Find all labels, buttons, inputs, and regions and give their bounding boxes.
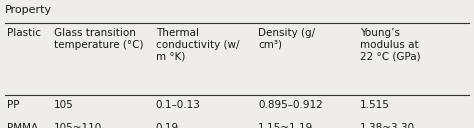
- Text: 1.38~3.30: 1.38~3.30: [360, 123, 415, 128]
- Text: PP: PP: [7, 100, 19, 110]
- Text: PMMA: PMMA: [7, 123, 38, 128]
- Text: Density (g/
cm³): Density (g/ cm³): [258, 28, 315, 50]
- Text: Young’s
modulus at
22 °C (GPa): Young’s modulus at 22 °C (GPa): [360, 28, 421, 61]
- Text: 0.895–0.912: 0.895–0.912: [258, 100, 323, 110]
- Text: 1.15~1.19: 1.15~1.19: [258, 123, 313, 128]
- Text: 105~110: 105~110: [54, 123, 102, 128]
- Text: 105: 105: [54, 100, 73, 110]
- Text: 1.515: 1.515: [360, 100, 390, 110]
- Text: 0.1–0.13: 0.1–0.13: [156, 100, 201, 110]
- Text: 0.19: 0.19: [156, 123, 179, 128]
- Text: Property: Property: [5, 5, 52, 15]
- Text: Glass transition
temperature (°C): Glass transition temperature (°C): [54, 28, 143, 50]
- Text: Thermal
conductivity (w/
m °K): Thermal conductivity (w/ m °K): [156, 28, 239, 61]
- Text: Plastic: Plastic: [7, 28, 41, 38]
